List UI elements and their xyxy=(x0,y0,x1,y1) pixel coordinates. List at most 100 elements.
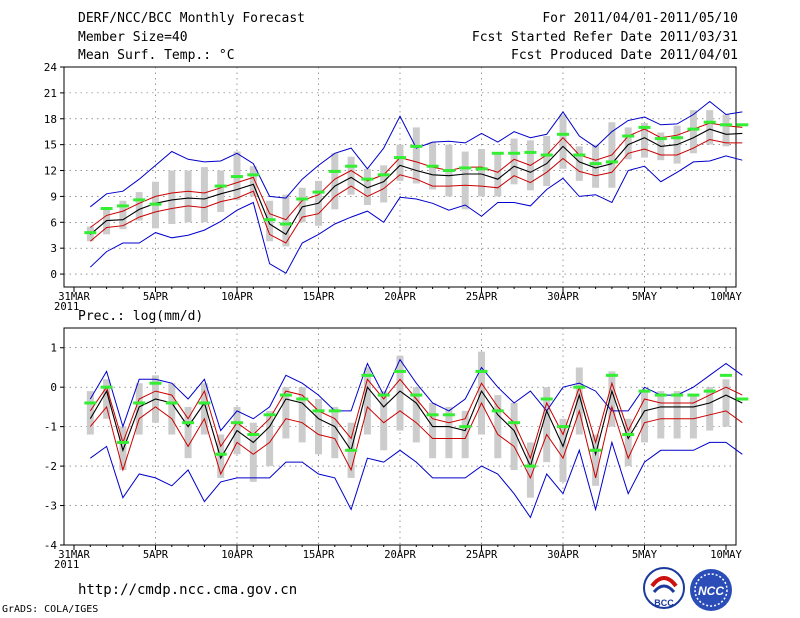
temp-xtick-label: 5MAY xyxy=(632,291,658,303)
prec-ytick-label: 1 xyxy=(50,342,57,355)
temp-range-box xyxy=(282,194,290,247)
temp-range-box xyxy=(298,187,306,223)
prec-range-box xyxy=(478,351,485,435)
prec-range-box xyxy=(624,418,632,467)
temp-range-box xyxy=(494,153,502,197)
prec-range-box xyxy=(184,406,192,459)
prec-range-box xyxy=(722,379,730,427)
prec-range-box xyxy=(412,387,420,443)
temp-ytick-label: 15 xyxy=(44,139,57,152)
temp-range-box xyxy=(103,208,111,235)
temp-ytick-label: 12 xyxy=(44,165,57,178)
prec-range-box xyxy=(559,418,567,482)
ncc-logo-text: NCC xyxy=(698,584,724,598)
prec-ytick-label: -2 xyxy=(44,460,57,473)
prec-range-box xyxy=(363,367,371,435)
temp-range-box xyxy=(200,167,208,223)
prec-ytick-label: -1 xyxy=(44,421,57,434)
temp-range-box xyxy=(722,114,730,147)
temp-range-box xyxy=(461,151,469,210)
temp-range-box xyxy=(347,156,355,195)
bcc-logo-text: BCC xyxy=(654,598,674,608)
prec-ytick-label: -4 xyxy=(44,539,58,552)
temp-range-box xyxy=(217,170,225,212)
prec-ytick-label: -3 xyxy=(44,500,57,513)
temp-min-line xyxy=(89,155,743,274)
temp-range-box xyxy=(184,170,192,223)
temp-range-box xyxy=(641,123,648,158)
prec-xtick-label: 25APR xyxy=(466,549,498,561)
prec-xtick-label: 31MAR xyxy=(58,549,90,561)
temp-max-line xyxy=(89,100,743,208)
temp-xtick-label: 31MAR xyxy=(58,291,90,303)
member-size: Member Size=40 xyxy=(78,30,188,45)
refer-date: Fcst Started Refer Date 2011/03/31 xyxy=(471,30,738,45)
temp-range-box xyxy=(689,110,697,154)
temp-range-box xyxy=(510,138,518,185)
produced-date: Fcst Produced Date 2011/04/01 xyxy=(511,48,738,63)
prec-range-box xyxy=(266,410,274,467)
temp-range-box xyxy=(119,200,127,230)
temp-xtick-label: 25APR xyxy=(466,291,498,303)
prec-range-box xyxy=(657,391,665,439)
prec-range-box xyxy=(673,391,681,439)
temp-ytick-label: 3 xyxy=(50,242,57,255)
prec-xtick-label: 10MAY xyxy=(710,549,742,561)
prec-range-box xyxy=(331,406,339,459)
prec-range-box xyxy=(526,442,534,498)
temp-xtick-year: 2011 xyxy=(54,301,79,313)
bcc-logo: BCC xyxy=(643,567,685,609)
prec-range-box xyxy=(510,402,518,471)
prec-range-box xyxy=(689,395,697,439)
prec-range-box xyxy=(641,391,648,443)
temp-range-box xyxy=(396,144,404,181)
prec-upper-line xyxy=(89,378,743,460)
variable-label: Mean Surf. Temp.: °C xyxy=(78,48,235,63)
prec-range-box xyxy=(592,434,600,486)
temp-range-box xyxy=(380,165,388,203)
prec-xtick-label: 30APR xyxy=(547,549,579,561)
temp-xtick-label: 5APR xyxy=(143,291,169,303)
prec-ytick-label: 0 xyxy=(50,381,57,394)
temp-ytick-label: 24 xyxy=(44,61,58,74)
temp-range-box xyxy=(135,192,143,221)
temp-ytick-label: 6 xyxy=(50,216,57,229)
prec-range-box xyxy=(461,410,469,459)
prec-range-box xyxy=(429,402,437,459)
temp-range-box xyxy=(478,148,485,197)
prec-range-box xyxy=(103,379,111,419)
prec-xtick-label: 10APR xyxy=(221,549,253,561)
chart-title: DERF/NCC/BCC Monthly Forecast xyxy=(78,11,305,26)
prec-range-box xyxy=(396,355,404,431)
grads-credit: GrADS: COLA/IGES xyxy=(2,604,99,615)
temp-ytick-label: 0 xyxy=(50,268,57,281)
temp-ytick-label: 9 xyxy=(50,190,57,203)
prec-range-box xyxy=(168,383,176,435)
temp-range-box xyxy=(168,170,176,225)
temp-ytick-label: 21 xyxy=(44,87,57,100)
prec-range-box xyxy=(135,383,143,435)
temp-range-box xyxy=(249,166,257,197)
prec-range-box xyxy=(608,371,616,427)
temp-upper-line xyxy=(90,122,743,228)
source-url[interactable]: http://cmdp.ncc.cma.gov.cn xyxy=(78,582,298,598)
temp-range-box xyxy=(543,136,551,187)
prec-range-box xyxy=(575,367,583,435)
temp-xtick-label: 15APR xyxy=(303,291,335,303)
temp-range-box xyxy=(412,127,420,184)
prec-range-box xyxy=(86,391,94,435)
ncc-logo: NCC xyxy=(690,569,732,611)
prec-range-box xyxy=(282,387,290,439)
prec-mean-line xyxy=(89,386,743,468)
prec-range-box xyxy=(315,399,322,455)
prec-range-box xyxy=(200,383,208,435)
temp-xtick-label: 10MAY xyxy=(710,291,742,303)
prec-min-line xyxy=(90,440,743,519)
temp-range-box xyxy=(559,114,567,169)
prec-xtick-label: 5MAY xyxy=(632,549,658,561)
prec-range-box xyxy=(543,387,551,463)
temp-range-box xyxy=(706,110,714,145)
temp-range-box xyxy=(331,153,339,210)
prec-range-box xyxy=(445,406,453,459)
